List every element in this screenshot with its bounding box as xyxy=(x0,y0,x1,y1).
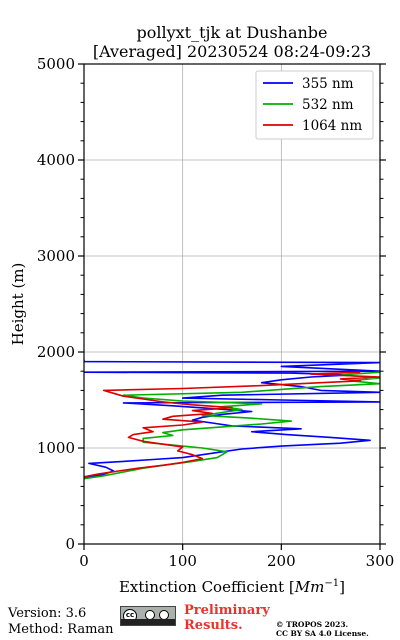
y-tick-label: 3000 xyxy=(37,247,75,265)
copyright-notice: © TROPOS 2023. CC BY SA 4.0 License. xyxy=(276,620,369,638)
grid-layer xyxy=(84,64,380,544)
tick-layer: 0 1000 2000 3000 4000 5000 0 100 200 300 xyxy=(37,55,395,570)
series-line-355-nm xyxy=(84,359,380,479)
x-tick-label: 100 xyxy=(168,552,197,570)
y-tick-label: 5000 xyxy=(37,55,75,73)
x-tick-label: 0 xyxy=(79,552,89,570)
legend: 355 nm 532 nm 1064 nm xyxy=(255,70,374,140)
preliminary-line2: Results. xyxy=(184,618,243,633)
y-tick-label: 0 xyxy=(65,535,75,553)
legend-label: 1064 nm xyxy=(302,118,362,134)
x-tick-label: 300 xyxy=(366,552,395,570)
cc-by-sa-badge-icon: cc xyxy=(120,606,176,626)
copyright-line2: CC BY SA 4.0 License. xyxy=(276,629,369,638)
chart-title-line2: [Averaged] 20230524 08:24-09:23 xyxy=(93,42,371,61)
plot-frame xyxy=(83,63,381,545)
series-line-532-nm xyxy=(84,371,380,480)
legend-label: 355 nm xyxy=(302,76,354,92)
footer-info: Version: 3.6 Method: Raman xyxy=(8,606,114,638)
copyright-line1: © TROPOS 2023. xyxy=(276,620,349,629)
method-text: Method: Raman xyxy=(8,622,114,637)
x-axis-label: Extinction Coefficient [Mm−1] xyxy=(119,578,345,596)
y-tick-label: 2000 xyxy=(37,343,75,361)
y-axis-label: Height (m) xyxy=(9,263,27,346)
preliminary-line1: Preliminary xyxy=(184,603,270,618)
version-text: Version: 3.6 xyxy=(8,606,87,621)
legend-box xyxy=(255,70,374,140)
legend-label: 532 nm xyxy=(302,97,354,113)
series-line-1064-nm xyxy=(84,371,380,478)
series-layer xyxy=(84,359,380,480)
chart-title-line1: pollyxt_tjk at Dushanbe xyxy=(136,23,327,42)
lidar-extinction-chart: pollyxt_tjk at Dushanbe [Averaged] 20230… xyxy=(9,23,395,596)
y-tick-label: 4000 xyxy=(37,151,75,169)
y-tick-label: 1000 xyxy=(37,439,75,457)
preliminary-notice: Preliminary Results. xyxy=(184,603,270,633)
x-tick-label: 200 xyxy=(267,552,296,570)
